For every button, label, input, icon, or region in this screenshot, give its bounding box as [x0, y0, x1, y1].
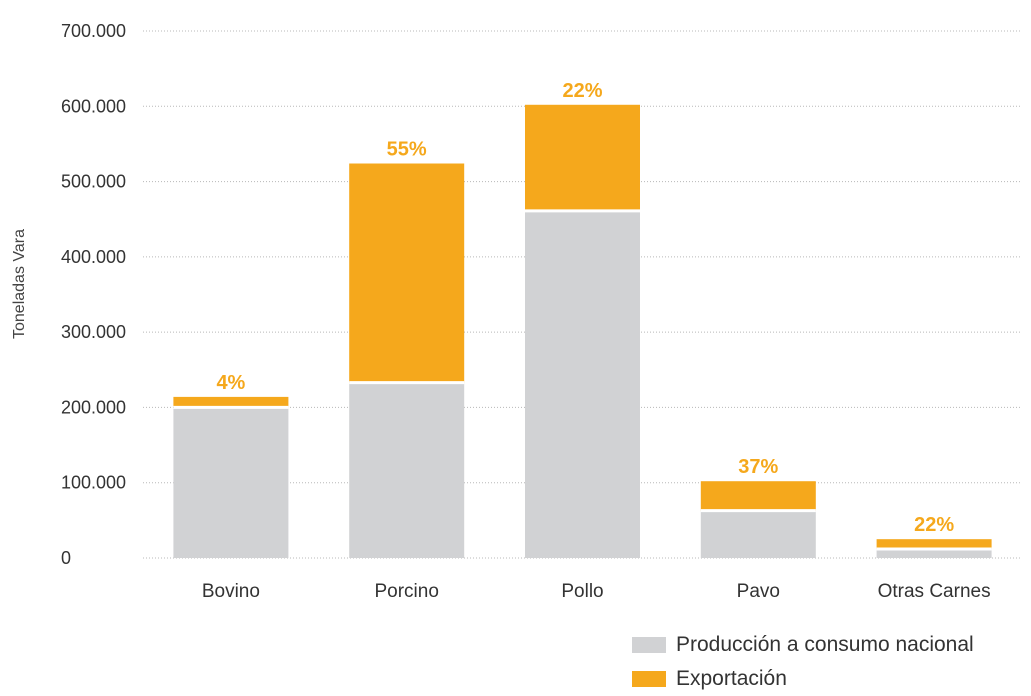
bar-annotations: 4% 55% 22% 37% 22%	[216, 80, 954, 536]
legend-label-export: Exportación	[676, 667, 787, 690]
legend-swatch-export	[632, 671, 666, 687]
bar-national	[876, 548, 992, 558]
legend-item-export: Exportación	[632, 662, 974, 696]
legend-item-national: Producción a consumo nacional	[632, 628, 974, 662]
y-tick-label: 400.000	[61, 247, 126, 267]
bar-export	[525, 104, 640, 211]
x-axis-categories: Bovino Porcino Pollo Pavo Otras Carnes	[202, 581, 991, 602]
x-category-label: Pollo	[561, 581, 603, 602]
bars	[173, 104, 992, 558]
bar-national	[349, 382, 465, 558]
y-tick-label: 200.000	[61, 397, 126, 417]
bar-export	[349, 163, 465, 383]
x-category-label: Otras Carnes	[878, 581, 991, 602]
export-share-label: 55%	[387, 139, 427, 161]
bar-national	[525, 210, 640, 558]
legend-swatch-national	[632, 637, 666, 653]
export-share-label: 4%	[216, 372, 245, 394]
export-share-label: 37%	[738, 456, 778, 478]
y-tick-label: 100.000	[61, 473, 126, 493]
legend: Producción a consumo nacional Exportació…	[632, 628, 974, 696]
x-category-label: Bovino	[202, 581, 260, 602]
bar-export	[876, 539, 992, 549]
bar-export	[700, 481, 816, 511]
bar-export	[173, 396, 289, 408]
y-axis-ticks: 0 100.000 200.000 300.000 400.000 500.000 600.…	[61, 21, 126, 568]
legend-label-national: Producción a consumo nacional	[676, 633, 974, 656]
y-tick-label: 0	[61, 548, 71, 568]
x-category-label: Pavo	[737, 581, 780, 602]
y-tick-label: 500.000	[61, 172, 126, 192]
grid-lines	[143, 30, 1022, 559]
y-tick-label: 300.000	[61, 322, 126, 342]
bar-national	[173, 407, 289, 558]
y-axis-label: Toneladas Vara	[11, 229, 28, 339]
y-tick-label: 700.000	[61, 21, 126, 41]
bar-national	[700, 510, 816, 558]
y-tick-label: 600.000	[61, 96, 126, 116]
export-share-label: 22%	[562, 80, 602, 102]
export-share-label: 22%	[914, 514, 954, 536]
x-category-label: Porcino	[374, 581, 438, 602]
